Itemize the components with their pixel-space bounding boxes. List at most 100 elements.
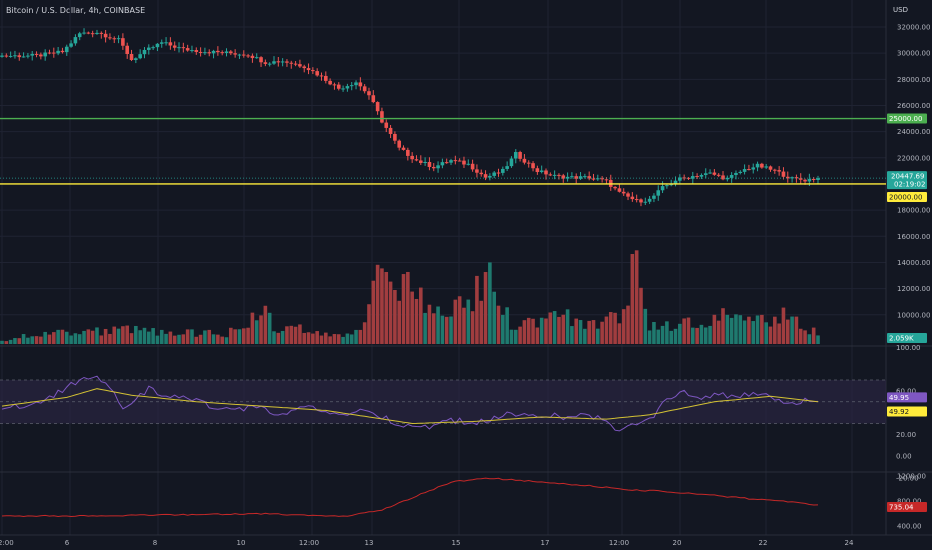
candle-body [172, 45, 177, 48]
bottom-value-tag: 735.04 [889, 504, 914, 512]
time-axis-label: 12:00 [609, 539, 629, 547]
candle-body [535, 168, 540, 173]
volume-tag-bg [887, 333, 927, 343]
rsi-value-tag-bg [887, 392, 927, 403]
candle-body [8, 55, 13, 57]
candle-body [630, 196, 635, 200]
volume-bar [734, 314, 738, 344]
volume-bar [220, 336, 224, 344]
rsi-axis-label: 20.00 [896, 431, 916, 439]
volume-bar [8, 339, 13, 344]
candle-body [587, 176, 591, 179]
volume-bar [198, 334, 203, 344]
candle-body [816, 178, 820, 181]
volume-bar [108, 333, 112, 344]
candle-body [108, 37, 112, 39]
candle-body [552, 174, 557, 176]
volume-bar [272, 331, 276, 344]
candle-body [138, 54, 142, 59]
volume-bar [811, 327, 816, 344]
bottom-indicator-line [1, 477, 819, 518]
candle-body [406, 149, 410, 156]
candle-body [544, 170, 548, 175]
candle-body [328, 80, 332, 85]
candle-body [17, 55, 22, 58]
volume-bar [393, 290, 397, 344]
candle-body [721, 175, 725, 180]
volume-bar [695, 327, 699, 344]
volume-bar [669, 330, 674, 344]
volume-bar [39, 336, 43, 344]
candle-body [807, 178, 812, 182]
volume-bar [151, 328, 155, 344]
volume-bar [401, 274, 406, 344]
candle-body [13, 55, 17, 57]
volume-bar [254, 320, 259, 344]
candle-body [583, 176, 587, 178]
candle-body [241, 54, 246, 56]
volume-bar [90, 330, 95, 344]
volume-bar [43, 331, 47, 344]
last-price-tag: 20447.69 [891, 173, 924, 181]
time-axis-label: 15 [452, 539, 461, 547]
volume-bar [639, 287, 643, 344]
volume-bar [142, 327, 147, 344]
candle-body [112, 38, 117, 40]
candle-body [488, 175, 492, 178]
volume-bar [773, 316, 777, 344]
volume-bar [69, 335, 73, 344]
candle-body [380, 111, 384, 123]
candle-body [181, 47, 186, 49]
candle-body [483, 174, 488, 178]
volume-bar [26, 337, 30, 344]
volume-bar [600, 321, 604, 344]
volume-bar [613, 312, 617, 344]
volume-bar [52, 332, 56, 344]
candle-body [427, 161, 432, 167]
candle-body [103, 33, 108, 38]
volume-bar [479, 300, 484, 344]
volume-bar [617, 323, 622, 344]
candle-body [190, 50, 194, 52]
volume-bar [86, 329, 91, 344]
candle-body [306, 68, 311, 71]
candle-body [21, 56, 26, 58]
volume-bar [660, 325, 665, 344]
candle-body [596, 178, 600, 180]
volume-bar [211, 334, 216, 344]
candle-body [194, 50, 199, 52]
candle-body [155, 43, 160, 48]
candle-body [47, 52, 52, 54]
candle-body [410, 155, 414, 160]
candle-body [99, 32, 104, 34]
candle-body [781, 171, 786, 177]
volume-bar [604, 316, 609, 344]
rsi-ma-value-tag: 49.92 [889, 408, 909, 416]
symbol-title: Bitcoin / U.S. Dollar, 4h, COINBASE [6, 6, 146, 15]
volume-bar [367, 304, 371, 344]
candle-body [513, 152, 518, 159]
level-20000-tag-bg [887, 191, 927, 202]
volume-bar [647, 330, 652, 344]
candle-body [349, 85, 354, 87]
candle-body [548, 174, 553, 176]
volume-bar [47, 334, 52, 344]
candle-body [397, 140, 402, 148]
volume-bar [768, 326, 773, 344]
rsi-value-tag: 49.95 [889, 394, 909, 402]
volume-bar [444, 316, 449, 344]
volume-bar [557, 316, 561, 344]
volume-bar [354, 329, 358, 344]
volume-bar [73, 333, 78, 344]
volume-bar [125, 325, 130, 344]
volume-bar [535, 327, 540, 344]
candle-body [444, 162, 449, 164]
volume-bar [21, 334, 26, 344]
candle-body [401, 147, 406, 150]
volume-bar [328, 336, 332, 344]
rsi-axis-label: 0.00 [896, 453, 912, 461]
price-axis-label: 26000.00 [897, 102, 930, 110]
candle-body [453, 160, 458, 162]
candle-body [509, 158, 514, 167]
